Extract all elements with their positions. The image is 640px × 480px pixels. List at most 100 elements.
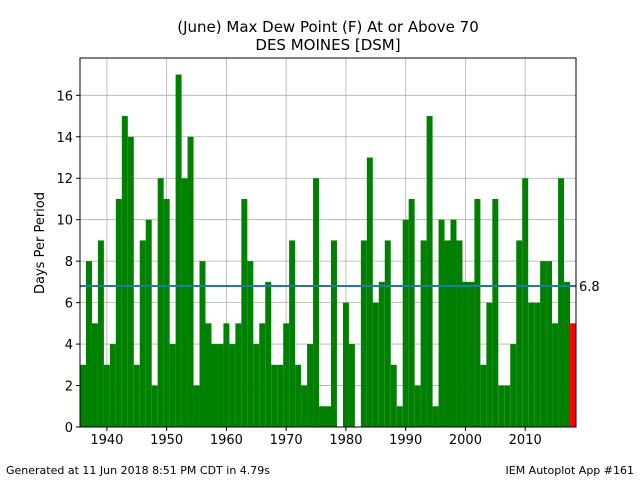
bar — [402, 219, 409, 427]
x-tick-label: 2010 — [509, 433, 542, 448]
x-tick-label: 1980 — [329, 433, 362, 448]
bar — [241, 198, 248, 427]
y-tick-label: 2 — [65, 380, 73, 395]
bar — [330, 240, 337, 427]
x-tick-label: 1950 — [150, 433, 183, 448]
bars — [80, 74, 576, 428]
bar — [301, 385, 308, 427]
grid-lines — [80, 58, 576, 428]
bar — [414, 385, 421, 427]
bar — [175, 74, 182, 428]
bar-current-year — [570, 323, 576, 427]
chart-title: (June) Max Dew Point (F) At or Above 70 — [177, 18, 479, 36]
bar — [265, 281, 272, 427]
bar — [378, 281, 385, 427]
bar — [426, 116, 433, 427]
bar — [486, 302, 493, 427]
bar — [396, 406, 403, 427]
bar — [438, 219, 445, 427]
bar — [259, 323, 266, 427]
bar — [420, 240, 427, 427]
bar — [468, 281, 475, 427]
plot-frame — [79, 57, 577, 428]
bar — [325, 406, 331, 427]
bar — [408, 198, 415, 427]
y-tick-label: 10 — [56, 214, 73, 229]
bar — [516, 240, 523, 427]
y-tick-label: 12 — [56, 172, 73, 187]
bar — [151, 385, 158, 427]
y-tick-label: 14 — [56, 131, 73, 146]
y-tick-label: 4 — [65, 338, 73, 353]
bar — [313, 178, 320, 427]
bar — [229, 344, 236, 427]
bar — [462, 281, 469, 427]
y-tick-label: 16 — [56, 89, 73, 104]
bar — [283, 323, 290, 427]
bar — [432, 406, 439, 427]
bar — [372, 302, 379, 427]
bar — [109, 344, 116, 427]
bar — [558, 178, 565, 427]
bar — [205, 323, 212, 427]
bar — [360, 240, 367, 427]
x-tick-label: 1960 — [210, 433, 243, 448]
bar — [217, 344, 224, 427]
bar — [510, 344, 517, 427]
footer-generated-text: Generated at 11 Jun 2018 8:51 PM CDT in … — [6, 464, 271, 477]
bar — [492, 198, 499, 427]
y-tick-label: 6 — [65, 297, 73, 312]
bar — [127, 136, 134, 428]
bar — [223, 323, 230, 427]
bar — [319, 406, 326, 427]
bar — [169, 344, 176, 427]
bar — [384, 240, 391, 427]
bar — [307, 344, 314, 427]
bar — [139, 240, 146, 427]
bar — [121, 116, 128, 427]
bar — [157, 178, 164, 427]
x-tick-label: 1970 — [270, 433, 303, 448]
bar — [253, 344, 260, 427]
bar — [80, 364, 86, 427]
bar — [187, 136, 194, 428]
y-axis-label: Days Per Period — [33, 192, 48, 294]
x-tick-label: 1990 — [389, 433, 422, 448]
bar — [211, 344, 218, 427]
bar — [133, 364, 140, 427]
bar — [145, 219, 152, 427]
bar — [342, 302, 349, 427]
bar — [450, 219, 457, 427]
bar — [390, 364, 397, 427]
bar — [348, 344, 355, 427]
y-tick-label: 8 — [65, 255, 73, 270]
bar — [247, 261, 254, 427]
bar — [103, 364, 110, 427]
bar — [564, 281, 571, 427]
x-tick-label: 2000 — [449, 433, 482, 448]
bar — [456, 240, 463, 427]
bar — [115, 198, 122, 427]
y-tick-label: 0 — [65, 421, 73, 436]
bar — [163, 198, 170, 427]
bar — [534, 302, 541, 427]
bar — [522, 178, 529, 427]
x-tick-label: 1940 — [90, 433, 123, 448]
bar — [97, 240, 104, 427]
bar — [85, 261, 92, 427]
bar — [540, 261, 547, 427]
bar — [498, 385, 505, 427]
bar — [474, 198, 481, 427]
bar — [271, 364, 278, 427]
bar — [91, 323, 98, 427]
bar — [235, 323, 242, 427]
x-ticks: 1940 1950 1960 1970 1980 1990 2000 2010 — [90, 427, 542, 448]
average-line-label: 6.8 — [579, 280, 600, 295]
chart-subtitle: DES MOINES [DSM] — [255, 36, 400, 54]
bar — [546, 261, 553, 427]
bar — [528, 302, 535, 427]
bar — [289, 240, 296, 427]
bar — [366, 157, 373, 427]
y-ticks: 0 2 4 6 8 10 12 14 16 — [56, 89, 80, 436]
